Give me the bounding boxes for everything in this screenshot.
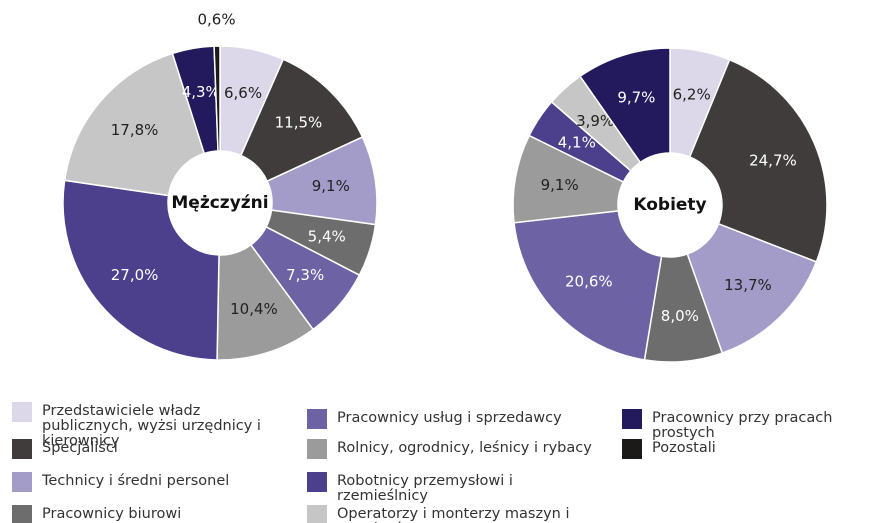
legend-item: Pozostali (622, 439, 888, 459)
slice-label: 9,1% (312, 177, 350, 195)
legend-label: Robotnicy przemysłowi i rzemieślnicy (337, 473, 513, 504)
donut-hole (168, 151, 272, 255)
slice-label: 5,4% (308, 227, 346, 245)
slice-label: 10,4% (230, 300, 278, 318)
legend-item: Pracownicy usług i sprzedawcy (307, 409, 607, 429)
legend-item: Pracownicy biurowi (12, 505, 292, 523)
legend-swatch (12, 439, 32, 459)
legend-item: Przedstawiciele władz publicznych, wyżsi… (12, 402, 292, 449)
slice-label: 9,1% (541, 176, 579, 194)
legend-item: Operatorzy i monterzy maszyn i urządzeń (307, 505, 607, 523)
legend-label: Technicy i średni personel (42, 473, 230, 489)
legend-label: Rolnicy, ogrodnicy, leśnicy i rybacy (337, 440, 592, 456)
legend-label: Przedstawiciele władz publicznych, wyżsi… (42, 403, 261, 449)
legend-label: Operatorzy i monterzy maszyn i urządzeń (337, 506, 570, 523)
legend-item: Technicy i średni personel (12, 472, 292, 492)
legend-label: Specjaliści (42, 440, 118, 456)
legend-swatch (307, 439, 327, 459)
slice-label: 6,6% (224, 84, 262, 102)
legend-item: Specjaliści (12, 439, 292, 459)
series-name: Kobiety (633, 195, 706, 215)
legend-item: Robotnicy przemysłowi i rzemieślnicy (307, 472, 607, 504)
legend-item: Pracownicy przy pracach prostych (622, 409, 888, 441)
legend-label: Pracownicy biurowi (42, 506, 182, 522)
slice-label: 4,3% (182, 83, 220, 101)
slice-label: 9,7% (617, 89, 655, 107)
slice-label: 0,6% (197, 11, 235, 29)
legend-swatch (622, 439, 642, 459)
legend-swatch (307, 409, 327, 429)
slice-label: 27,0% (111, 266, 159, 284)
slice-label: 7,3% (286, 266, 324, 284)
legend-label: Pracownicy przy pracach prostych (652, 410, 833, 441)
slice-label: 17,8% (111, 121, 159, 139)
slice-label: 20,6% (565, 273, 613, 291)
slice-label: 6,2% (673, 86, 711, 104)
slice-label: 24,7% (749, 151, 797, 169)
series-name: Mężczyźni (171, 193, 268, 213)
slice-label: 3,9% (576, 112, 614, 130)
legend-label: Pracownicy usług i sprzedawcy (337, 410, 562, 426)
slice-label: 8,0% (661, 307, 699, 325)
legend-swatch (12, 402, 32, 422)
slice-label: 13,7% (724, 276, 772, 294)
legend-swatch (307, 505, 327, 523)
slice-label: 11,5% (275, 114, 323, 132)
donut-hole (618, 153, 722, 257)
legend-item: Rolnicy, ogrodnicy, leśnicy i rybacy (307, 439, 607, 459)
slice-label: 4,1% (558, 133, 596, 151)
legend-swatch (622, 409, 642, 429)
legend-swatch (307, 472, 327, 492)
legend-swatch (12, 505, 32, 523)
legend-label: Pozostali (652, 440, 716, 456)
legend-swatch (12, 472, 32, 492)
